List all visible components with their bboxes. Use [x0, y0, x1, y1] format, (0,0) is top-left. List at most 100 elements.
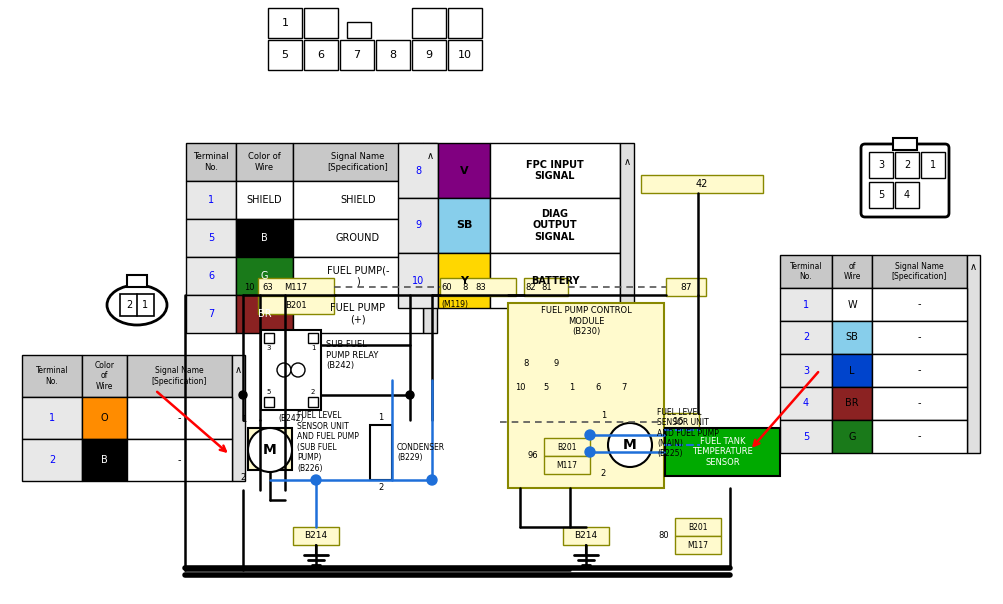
Bar — [779, 255, 831, 288]
Text: M: M — [263, 443, 277, 457]
Text: -: - — [178, 413, 182, 423]
Bar — [126, 439, 232, 481]
Bar — [437, 253, 489, 308]
Text: Color of
Wire: Color of Wire — [248, 152, 281, 172]
Text: 1: 1 — [802, 300, 808, 309]
Text: Terminal
No.: Terminal No. — [789, 262, 821, 281]
Text: O: O — [100, 413, 108, 423]
Text: -: - — [917, 399, 921, 408]
Text: 8: 8 — [414, 165, 420, 176]
Bar — [447, 40, 481, 70]
Text: ∧: ∧ — [969, 262, 976, 272]
Text: 83: 83 — [475, 283, 485, 292]
Text: M117: M117 — [687, 541, 708, 550]
Bar — [293, 181, 422, 219]
Text: 1: 1 — [311, 345, 315, 351]
Text: 6: 6 — [317, 50, 324, 60]
Bar — [268, 8, 302, 38]
Bar — [872, 420, 966, 453]
Bar — [920, 152, 944, 178]
Text: 2: 2 — [903, 160, 909, 170]
Text: G: G — [261, 271, 268, 281]
Bar — [346, 22, 370, 38]
Bar — [264, 397, 274, 407]
Circle shape — [585, 447, 595, 457]
Bar — [261, 330, 321, 410]
Text: 7: 7 — [208, 309, 214, 319]
Bar — [869, 152, 892, 178]
Bar — [304, 8, 338, 38]
Text: 6: 6 — [208, 271, 214, 281]
Circle shape — [291, 363, 305, 377]
Text: 5: 5 — [802, 431, 808, 442]
Bar — [120, 294, 153, 316]
Text: (M119): (M119) — [441, 301, 468, 309]
Bar — [831, 354, 872, 387]
Text: 3: 3 — [802, 365, 808, 376]
Text: 2: 2 — [49, 455, 55, 465]
Text: V: V — [459, 165, 467, 176]
Bar — [658, 413, 698, 431]
Text: 1: 1 — [141, 300, 147, 310]
Bar — [186, 219, 236, 257]
Bar — [779, 354, 831, 387]
Text: ∧: ∧ — [235, 365, 242, 374]
Bar — [82, 355, 126, 397]
Bar — [489, 198, 620, 253]
Circle shape — [585, 430, 595, 440]
Bar — [236, 143, 293, 181]
Text: 2: 2 — [600, 469, 606, 478]
Bar — [544, 438, 590, 456]
Bar — [872, 387, 966, 420]
Bar — [872, 288, 966, 321]
Text: 87: 87 — [680, 283, 691, 292]
Text: 96: 96 — [527, 452, 538, 460]
Bar — [258, 296, 334, 314]
Bar — [397, 253, 437, 308]
Text: 6: 6 — [595, 384, 600, 393]
Text: Terminal
No.: Terminal No. — [36, 366, 68, 386]
Text: 5: 5 — [281, 50, 288, 60]
Bar — [894, 182, 918, 208]
Text: SHIELD: SHIELD — [247, 195, 282, 205]
Text: BR: BR — [258, 309, 271, 319]
Text: 60: 60 — [441, 283, 452, 292]
Bar — [894, 152, 918, 178]
Text: Y: Y — [459, 275, 467, 286]
Bar — [831, 387, 872, 420]
Bar — [236, 219, 293, 257]
Text: (B242): (B242) — [278, 414, 304, 423]
Text: 80: 80 — [658, 532, 668, 541]
Text: G: G — [848, 431, 855, 442]
Text: 4: 4 — [802, 399, 808, 408]
Bar — [674, 536, 720, 554]
Bar — [831, 255, 872, 288]
Bar — [966, 255, 979, 453]
Bar — [544, 456, 590, 474]
Text: 1: 1 — [378, 413, 383, 422]
Bar — [186, 295, 236, 333]
Text: 1: 1 — [208, 195, 214, 205]
Text: BATTERY: BATTERY — [531, 275, 579, 286]
Text: B201: B201 — [557, 443, 576, 452]
Bar — [422, 143, 436, 333]
Text: 9: 9 — [414, 220, 420, 231]
Text: FUEL PUMP(-
): FUEL PUMP(- ) — [326, 265, 389, 287]
Text: 2: 2 — [802, 332, 808, 342]
Bar — [293, 143, 422, 181]
Bar — [524, 278, 568, 296]
Text: 8: 8 — [461, 283, 467, 292]
Text: 9: 9 — [425, 50, 432, 60]
Bar — [304, 40, 338, 70]
Bar — [779, 387, 831, 420]
Bar — [439, 278, 516, 296]
Text: M: M — [623, 438, 636, 452]
Text: 7: 7 — [621, 384, 626, 393]
Circle shape — [426, 475, 436, 485]
Text: CONDENSER
(B229): CONDENSER (B229) — [396, 443, 444, 462]
Text: 8: 8 — [389, 50, 396, 60]
Circle shape — [405, 391, 413, 399]
Bar — [779, 288, 831, 321]
Text: 5: 5 — [267, 389, 271, 395]
Text: 1: 1 — [569, 384, 574, 393]
